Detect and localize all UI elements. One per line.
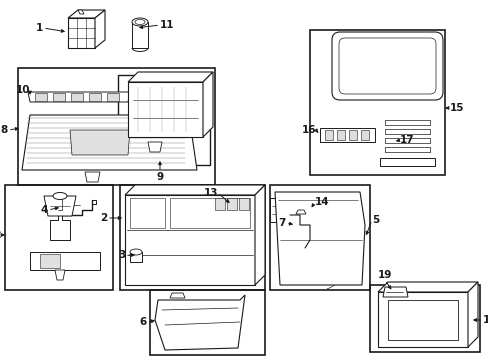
Bar (18, 68, 215, 185)
FancyBboxPatch shape (338, 38, 435, 94)
Polygon shape (132, 22, 148, 48)
Bar (118, 75, 209, 165)
Polygon shape (53, 93, 65, 101)
Text: 10: 10 (16, 85, 30, 95)
Polygon shape (35, 93, 47, 101)
Text: 5: 5 (371, 215, 379, 225)
Polygon shape (22, 115, 197, 170)
Polygon shape (148, 142, 162, 152)
Polygon shape (295, 210, 305, 214)
Polygon shape (170, 293, 184, 298)
Polygon shape (68, 10, 105, 18)
Ellipse shape (135, 19, 145, 24)
Polygon shape (55, 270, 65, 280)
Polygon shape (128, 82, 203, 137)
Text: 6: 6 (140, 317, 147, 327)
Ellipse shape (130, 249, 142, 255)
Polygon shape (78, 10, 84, 14)
Text: 18: 18 (482, 315, 488, 325)
FancyBboxPatch shape (331, 32, 442, 100)
Polygon shape (44, 196, 76, 216)
Polygon shape (239, 198, 248, 210)
Polygon shape (319, 128, 374, 142)
Text: 3: 3 (119, 250, 126, 260)
Polygon shape (382, 287, 407, 297)
Polygon shape (274, 192, 364, 285)
Bar (150, 290, 264, 355)
Polygon shape (467, 282, 477, 347)
Polygon shape (125, 185, 264, 195)
Text: 13: 13 (203, 188, 218, 198)
Bar (369, 285, 479, 352)
Polygon shape (70, 130, 130, 155)
Ellipse shape (132, 18, 148, 26)
Text: 9: 9 (156, 172, 163, 182)
Text: 7: 7 (278, 218, 285, 228)
Bar (120, 185, 264, 290)
Polygon shape (85, 172, 100, 182)
Polygon shape (377, 292, 467, 347)
Polygon shape (125, 195, 254, 285)
Polygon shape (128, 72, 213, 82)
Polygon shape (336, 130, 345, 140)
Polygon shape (360, 130, 368, 140)
Bar (211, 195, 252, 228)
Bar (5, 185, 113, 290)
Polygon shape (71, 93, 83, 101)
Polygon shape (170, 198, 249, 228)
Polygon shape (203, 72, 213, 137)
Polygon shape (387, 300, 457, 340)
Polygon shape (226, 198, 237, 210)
Text: 11: 11 (160, 20, 174, 30)
Ellipse shape (53, 193, 67, 199)
Polygon shape (269, 198, 307, 222)
Polygon shape (215, 198, 224, 210)
Text: 19: 19 (377, 270, 391, 280)
Polygon shape (377, 282, 477, 292)
Polygon shape (95, 10, 105, 48)
Text: 1: 1 (36, 23, 43, 33)
Text: 14: 14 (314, 197, 329, 207)
Polygon shape (68, 18, 95, 48)
Polygon shape (89, 93, 101, 101)
Polygon shape (40, 254, 60, 268)
Polygon shape (107, 93, 119, 101)
Polygon shape (254, 185, 264, 285)
Polygon shape (379, 158, 434, 166)
Bar (309, 30, 444, 175)
Text: 12: 12 (0, 230, 2, 240)
Polygon shape (28, 92, 130, 102)
Polygon shape (348, 130, 356, 140)
Polygon shape (155, 295, 244, 350)
Polygon shape (130, 252, 142, 262)
Bar (269, 185, 369, 290)
Text: 17: 17 (399, 135, 414, 145)
Polygon shape (325, 130, 332, 140)
Polygon shape (130, 198, 164, 228)
Polygon shape (30, 252, 100, 270)
Text: 8: 8 (1, 125, 8, 135)
Text: 15: 15 (449, 103, 464, 113)
Text: 4: 4 (41, 205, 48, 215)
Text: 16: 16 (301, 125, 315, 135)
Text: 2: 2 (100, 213, 107, 223)
